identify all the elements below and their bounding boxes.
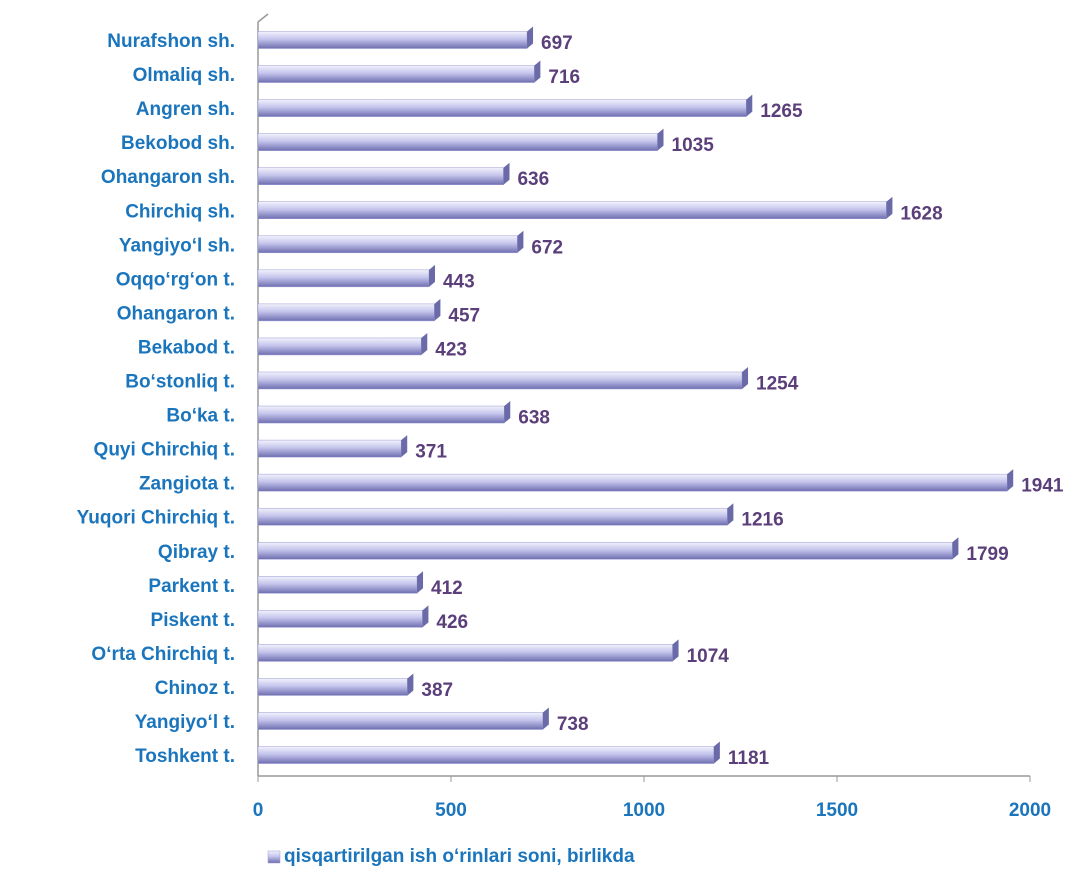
category-label: Bekabod t. <box>138 337 235 358</box>
value-label: 371 <box>415 442 447 463</box>
value-label: 423 <box>435 339 467 360</box>
bar <box>257 303 435 322</box>
x-tick-label: 0 <box>253 800 264 821</box>
x-tick-label: 500 <box>435 800 467 821</box>
category-label: Quyi Chirchiq t. <box>94 440 235 461</box>
bar-end <box>503 162 510 185</box>
bar-end <box>422 605 429 628</box>
category-label: Bo‘stonliq t. <box>125 372 235 393</box>
axis-depth <box>257 13 269 23</box>
value-label: 1265 <box>760 101 803 122</box>
bar <box>257 678 408 696</box>
bar <box>257 405 505 424</box>
bar <box>257 473 1008 492</box>
value-label: 1216 <box>741 510 783 531</box>
category-label: Toshkent t. <box>135 746 235 767</box>
value-label: 1799 <box>966 544 1008 565</box>
bar-end <box>407 673 414 696</box>
category-label: O‘rta Chirchiq t. <box>91 644 235 665</box>
x-tick-label: 1500 <box>816 800 858 821</box>
bar-end <box>672 639 679 662</box>
bar <box>257 201 887 219</box>
bar-end <box>1007 469 1014 492</box>
value-label: 1181 <box>728 748 770 769</box>
category-label: Chirchiq sh. <box>125 201 235 222</box>
bar-end <box>434 298 441 321</box>
bar <box>257 167 504 185</box>
value-label: 426 <box>436 612 468 633</box>
bar-end <box>657 128 664 151</box>
bar <box>257 371 743 390</box>
category-label: Chinoz t. <box>155 678 235 699</box>
bar <box>257 576 418 594</box>
value-label: 636 <box>517 169 549 190</box>
value-label: 738 <box>557 714 589 735</box>
category-label: Olmaliq sh. <box>133 65 235 86</box>
bar-end <box>421 332 428 355</box>
category-label: Yangiyo‘l sh. <box>119 235 235 256</box>
category-label: Nurafshon sh. <box>107 31 235 52</box>
value-label: 1074 <box>687 646 730 667</box>
bar-end <box>534 60 541 83</box>
bar <box>257 439 402 458</box>
value-label: 672 <box>531 237 563 258</box>
bar-end <box>527 26 534 49</box>
bar-end <box>746 94 753 117</box>
value-label: 443 <box>443 271 475 292</box>
bar <box>257 542 953 560</box>
bar-end <box>542 707 549 730</box>
category-label: Ohangaron sh. <box>101 167 235 188</box>
category-label: Bo‘ka t. <box>166 406 235 427</box>
bar <box>257 133 658 151</box>
bar <box>257 746 715 764</box>
value-label: 387 <box>421 680 453 701</box>
value-label: 697 <box>541 33 573 54</box>
category-label: Ohangaron t. <box>117 303 235 324</box>
bar <box>257 31 528 49</box>
bar-end <box>428 264 435 287</box>
bar-end <box>952 537 959 560</box>
x-tick-label: 2000 <box>1009 800 1051 821</box>
category-label: Yangiyo‘l t. <box>135 712 235 733</box>
value-label: 638 <box>518 408 550 429</box>
bar-end <box>727 503 734 526</box>
bar <box>257 507 728 526</box>
bar-end <box>504 401 511 424</box>
bar-end <box>417 571 424 594</box>
bar-end <box>713 741 720 764</box>
bar-end <box>517 230 524 253</box>
bar-end <box>886 196 893 219</box>
legend-label: qisqartirilgan ish o‘rinlari soni, birli… <box>284 846 635 867</box>
bar <box>257 269 430 288</box>
bar-end <box>742 367 749 389</box>
category-label: Qibray t. <box>158 542 235 563</box>
value-label: 1254 <box>756 374 799 395</box>
legend-swatch <box>267 850 281 864</box>
bar <box>257 610 423 628</box>
bar <box>257 644 673 662</box>
category-label: Parkent t. <box>148 576 235 597</box>
bar <box>257 99 747 117</box>
value-label: 716 <box>548 67 580 88</box>
category-label: Oqqo‘rg‘on t. <box>116 269 235 290</box>
category-label: Piskent t. <box>151 610 235 631</box>
value-label: 1941 <box>1021 476 1064 497</box>
category-label: Zangiota t. <box>139 474 235 495</box>
value-label: 412 <box>431 578 463 599</box>
category-label: Bekobod sh. <box>121 133 235 154</box>
value-label: 1628 <box>900 203 942 224</box>
x-tick-label: 1000 <box>623 800 665 821</box>
category-label: Angren sh. <box>136 99 235 120</box>
bar <box>257 235 518 254</box>
bar <box>257 712 544 730</box>
bar-end <box>401 435 408 458</box>
value-label: 1035 <box>672 135 715 156</box>
category-label: Yuqori Chirchiq t. <box>77 508 235 529</box>
bar <box>257 65 535 83</box>
bar <box>257 337 422 356</box>
value-label: 457 <box>448 305 480 326</box>
